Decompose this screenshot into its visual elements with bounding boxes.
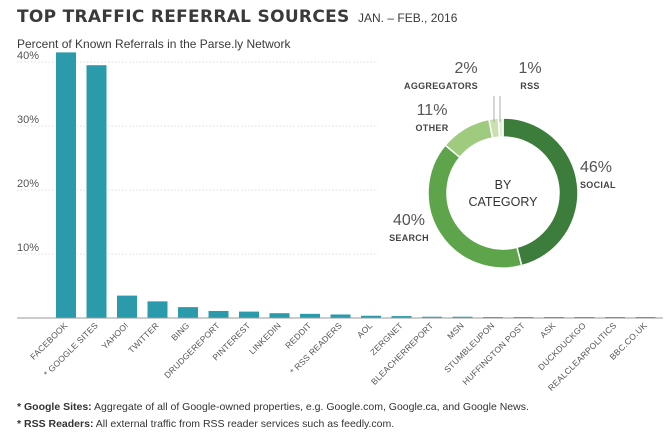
donut-center-label: CATEGORY: [469, 195, 539, 209]
bar: [391, 316, 412, 318]
x-tick-label: BLEACHERREPORT: [369, 320, 435, 386]
x-tick-label: * RSS READERS: [288, 320, 344, 376]
bar: [178, 307, 198, 318]
bar: [208, 310, 229, 318]
footnote-label: * Google Sites:: [17, 401, 92, 413]
footnote-text: Aggregate of all of Google-owned propert…: [91, 401, 529, 413]
donut-slice-name: AGGREGATORS: [404, 81, 478, 91]
x-tick-label: AOL: [355, 320, 375, 340]
y-axis-ticks: 10% 20% 30% 40%: [17, 50, 39, 254]
x-tick-label: BING: [169, 320, 191, 342]
donut-slice-name: SOCIAL: [580, 180, 616, 190]
chart-title: TOP TRAFFIC REFERRAL SOURCES JAN. – FEB.…: [17, 7, 457, 27]
bar-series: [56, 52, 656, 319]
footnote-google-sites: * Google Sites: Aggregate of all of Goog…: [17, 399, 529, 416]
chart-subtitle: Percent of Known Referrals in the Parse.…: [17, 37, 291, 51]
x-tick-label: TWITTER: [126, 320, 161, 355]
donut-slice: [502, 117, 579, 267]
donut-slice-value: 40%: [393, 212, 425, 229]
donut-slice-name: RSS: [520, 81, 539, 91]
y-tick-label: 20%: [17, 178, 39, 190]
x-tick-label: * GOOGLE SITES: [42, 320, 100, 378]
donut-slice-name: OTHER: [416, 123, 449, 133]
donut-slice-value: 1%: [518, 60, 541, 77]
x-tick-label: YAHOO!: [100, 320, 131, 351]
bar: [56, 52, 76, 319]
footnote-text: All external traffic from RSS reader ser…: [93, 418, 395, 430]
donut-slice-name: SEARCH: [389, 233, 429, 243]
donut-slice-value: 11%: [417, 102, 448, 119]
bar: [330, 314, 351, 318]
y-tick-label: 10%: [17, 242, 39, 254]
title-main: TOP TRAFFIC REFERRAL SOURCES: [17, 7, 350, 27]
bar: [422, 316, 442, 318]
donut-slice-value: 46%: [580, 159, 612, 176]
donut-center-label: BY: [495, 178, 512, 192]
footnote-label: * RSS Readers:: [17, 418, 94, 430]
x-tick-label: DRUDGEREPORT: [162, 320, 222, 380]
donut-slice-value: 2%: [454, 60, 477, 77]
x-tick-label: LINKEDIN: [247, 320, 283, 356]
bar: [269, 313, 290, 318]
footnotes: * Google Sites: Aggregate of all of Goog…: [17, 399, 529, 433]
bar: [239, 311, 259, 318]
bar: [147, 301, 168, 318]
donut-slice: [497, 117, 504, 138]
bar: [300, 313, 320, 318]
x-tick-label: MSN: [445, 320, 466, 341]
bar: [86, 65, 107, 318]
x-tick-label: HUFFINGTON POST: [460, 320, 527, 387]
footnote-rss-readers: * RSS Readers: All external traffic from…: [17, 416, 529, 433]
x-tick-label: ASK: [538, 320, 558, 340]
bar: [117, 295, 137, 318]
y-tick-label: 40%: [17, 50, 39, 62]
x-axis-labels: FACEBOOK* GOOGLE SITES YAHOO!TWITTER BINGD…: [28, 320, 649, 393]
title-date: JAN. – FEB., 2016: [358, 11, 458, 25]
y-tick-label: 30%: [17, 114, 39, 126]
category-donut: BY CATEGORY 46% SOCIAL 40% SEARCH 11% OTHER 2% AG…: [378, 58, 663, 283]
bar: [452, 316, 473, 318]
bar: [361, 315, 381, 318]
grid-lines: [17, 61, 663, 255]
x-tick-label: REDDIT: [283, 320, 313, 350]
